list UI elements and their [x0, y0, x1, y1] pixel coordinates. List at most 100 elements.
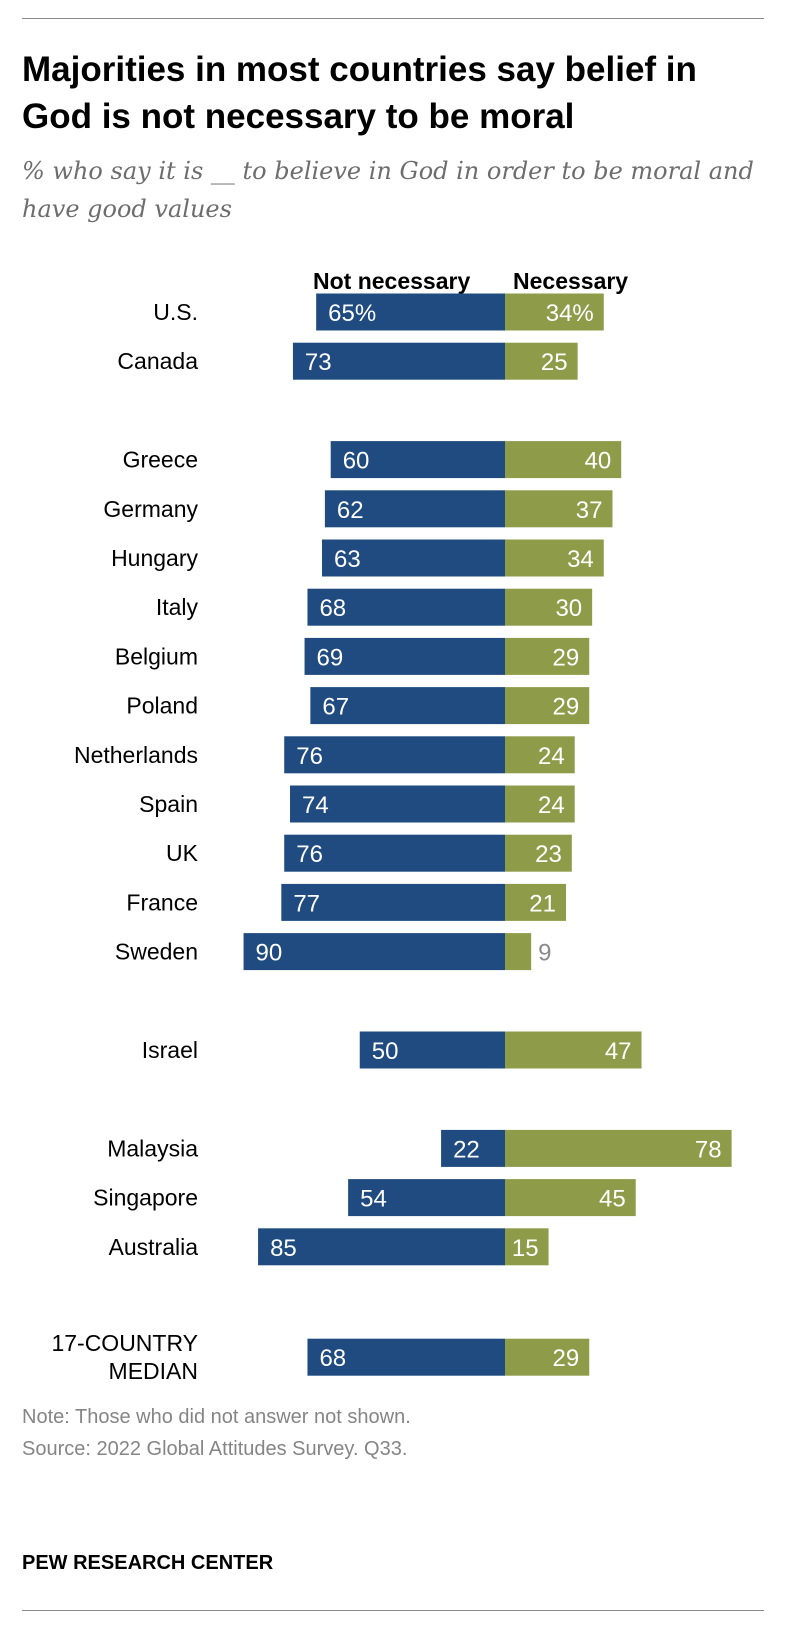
data-label-necessary: 34% — [546, 300, 594, 327]
category-label-line: Italy — [156, 594, 199, 620]
bar-not-necessary — [359, 1031, 505, 1069]
bar-necessary — [505, 1338, 590, 1376]
data-label-necessary: 78 — [695, 1136, 722, 1163]
bar-necessary — [505, 490, 613, 528]
data-label-necessary: 29 — [553, 1345, 580, 1372]
bar-not-necessary — [284, 736, 505, 774]
bar-necessary — [505, 539, 604, 577]
data-label-necessary: 40 — [584, 448, 611, 475]
chart-source: Source: 2022 Global Attitudes Survey. Q3… — [22, 1438, 408, 1460]
data-label-necessary: 47 — [605, 1038, 632, 1065]
bar-not-necessary — [348, 1179, 505, 1217]
category-label-line: Germany — [103, 496, 198, 522]
category-label: Poland — [126, 693, 198, 719]
data-label-not-necessary: 50 — [372, 1038, 399, 1065]
data-label-necessary: 24 — [538, 743, 565, 770]
bar-not-necessary — [243, 933, 506, 971]
category-label: U.S. — [153, 299, 198, 325]
category-label: Canada — [117, 348, 198, 374]
data-label-necessary: 45 — [599, 1186, 626, 1213]
bar-necessary — [505, 834, 572, 872]
category-label: Malaysia — [107, 1135, 198, 1161]
bar-necessary — [505, 687, 590, 725]
category-label: 17-COUNTRY MEDIAN — [51, 1330, 198, 1384]
bar-necessary — [505, 342, 578, 380]
category-label-line: U.S. — [153, 299, 198, 325]
bar-not-necessary — [307, 1338, 505, 1376]
brand-name: PEW RESEARCH CENTER — [22, 1552, 274, 1574]
data-label-not-necessary: 62 — [337, 497, 364, 524]
bar-necessary — [505, 1179, 636, 1217]
chart-subtitle: % who say it is __ to believe in God in … — [22, 157, 754, 223]
bar-not-necessary — [290, 785, 505, 823]
bar-necessary — [505, 293, 604, 331]
chart-title: Majorities in most countries say belief … — [22, 50, 697, 136]
category-label-line: 17-COUNTRY — [51, 1330, 198, 1356]
bar-not-necessary — [284, 834, 505, 872]
bar-necessary — [505, 1031, 642, 1069]
data-label-not-necessary: 74 — [302, 792, 329, 819]
category-label-line: UK — [166, 840, 199, 866]
data-label-necessary: 15 — [512, 1235, 539, 1262]
category-label-line: Malaysia — [107, 1135, 198, 1161]
bar-necessary — [505, 1228, 549, 1266]
category-label: Belgium — [115, 643, 198, 669]
data-label-not-necessary: 68 — [319, 1345, 346, 1372]
bar-necessary — [505, 588, 593, 626]
bar-not-necessary — [281, 883, 505, 921]
data-label-necessary: 25 — [541, 349, 568, 376]
category-label-line: Israel — [142, 1037, 198, 1063]
data-label-necessary: 29 — [553, 694, 580, 721]
legend-not-necessary: Not necessary — [313, 268, 471, 294]
category-label-line: Greece — [123, 447, 198, 473]
bar-not-necessary — [304, 637, 505, 675]
bottom-rule — [22, 1610, 764, 1611]
category-label: Spain — [139, 791, 198, 817]
bar-necessary — [505, 637, 590, 675]
category-label: Sweden — [115, 939, 198, 965]
bar-not-necessary — [324, 490, 505, 528]
category-label-line: Canada — [117, 348, 198, 374]
category-label: Italy — [156, 594, 199, 620]
category-label: Israel — [142, 1037, 198, 1063]
chart-note: Note: Those who did not answer not shown… — [22, 1406, 411, 1428]
category-label: Australia — [109, 1234, 199, 1260]
category-label-line: Singapore — [93, 1185, 198, 1211]
data-label-not-necessary: 77 — [293, 890, 320, 917]
data-label-not-necessary: 76 — [296, 841, 323, 868]
category-label-line: Poland — [126, 693, 198, 719]
data-label-not-necessary: 68 — [319, 595, 346, 622]
data-label-necessary: 23 — [535, 841, 562, 868]
category-label: Hungary — [111, 545, 198, 571]
bar-necessary — [505, 883, 567, 921]
category-label-line: Hungary — [111, 545, 198, 571]
data-label-not-necessary: 73 — [305, 349, 332, 376]
category-label-line: Spain — [139, 791, 198, 817]
data-label-not-necessary: 60 — [343, 448, 370, 475]
bar-necessary — [505, 933, 532, 971]
category-label-line: Australia — [109, 1234, 199, 1260]
category-label: France — [126, 889, 198, 915]
legend-necessary: Necessary — [513, 268, 629, 294]
bar-not-necessary — [441, 1129, 505, 1167]
bar-chart: U.S. 65% 34% Canada 73 25 Greece 60 40 Germany 62 3… — [51, 293, 732, 1384]
data-label-not-necessary: 54 — [360, 1186, 387, 1213]
data-label-necessary: 34 — [567, 546, 594, 573]
category-label-line: Netherlands — [74, 742, 198, 768]
bar-not-necessary — [330, 441, 505, 479]
data-label-necessary: 9 — [538, 940, 551, 967]
data-label-not-necessary: 76 — [296, 743, 323, 770]
data-label-not-necessary: 67 — [322, 694, 349, 721]
category-label-line: MEDIAN — [109, 1358, 198, 1384]
data-label-not-necessary: 90 — [256, 940, 283, 967]
category-label-line: France — [126, 889, 198, 915]
bar-necessary — [505, 1129, 732, 1167]
data-label-necessary: 29 — [553, 644, 580, 671]
bar-not-necessary — [310, 687, 505, 725]
bar-necessary — [505, 441, 622, 479]
bar-not-necessary — [321, 539, 505, 577]
category-label: Singapore — [93, 1185, 198, 1211]
data-label-not-necessary: 22 — [453, 1136, 480, 1163]
bar-not-necessary — [307, 588, 505, 626]
data-label-not-necessary: 65% — [328, 300, 376, 327]
